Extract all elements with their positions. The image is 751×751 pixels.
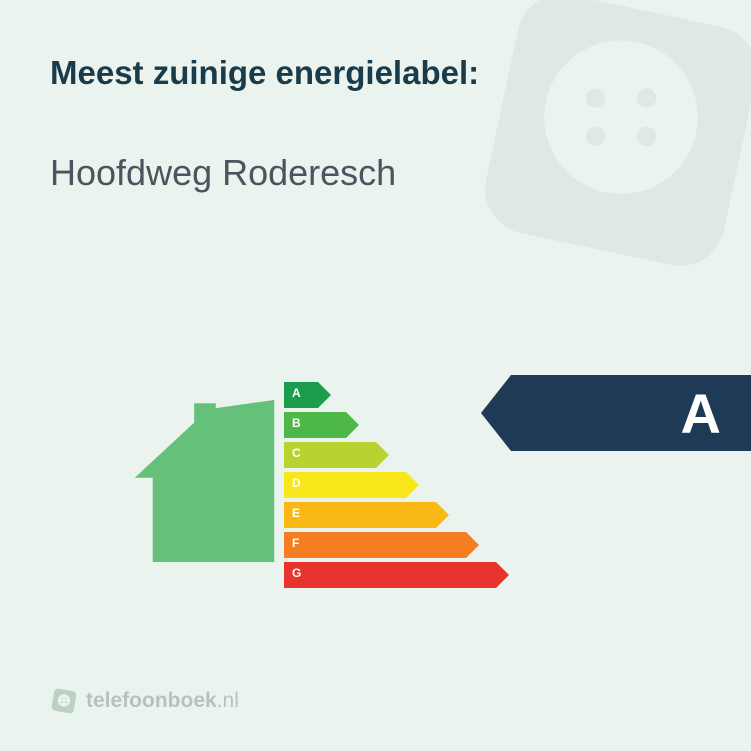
brand-text-rest: .nl (217, 689, 239, 712)
energy-bar-d: D (284, 472, 496, 498)
brand-text: telefoonboek.nl (86, 689, 239, 713)
energy-bar-c: C (284, 442, 496, 468)
energy-bar-a: A (284, 382, 496, 408)
energy-bars: A B C D E F G (284, 382, 496, 592)
selected-energy-label: A (511, 375, 751, 451)
location-name: Hoofdweg Roderesch (50, 152, 701, 194)
energy-label-chart: A B C D E F G A (0, 370, 751, 620)
brand-text-bold: telefoonboek (86, 689, 217, 712)
energy-bar-b: B (284, 412, 496, 438)
footer-brand: telefoonboek.nl (50, 687, 239, 715)
selected-energy-label-text: A (681, 381, 721, 446)
energy-bar-label: E (292, 506, 300, 520)
house-icon (127, 400, 282, 580)
energy-bar-label: D (292, 476, 301, 490)
energy-bar-e: E (284, 502, 496, 528)
energy-bar-label: C (292, 446, 301, 460)
energy-bar-label: B (292, 416, 301, 430)
energy-bar-g: G (284, 562, 496, 588)
page-title: Meest zuinige energielabel: (50, 54, 701, 92)
energy-bar-label: A (292, 386, 301, 400)
energy-bar-label: F (292, 536, 299, 550)
energy-bar-label: G (292, 566, 301, 580)
brand-icon (50, 687, 78, 715)
energy-bar-f: F (284, 532, 496, 558)
